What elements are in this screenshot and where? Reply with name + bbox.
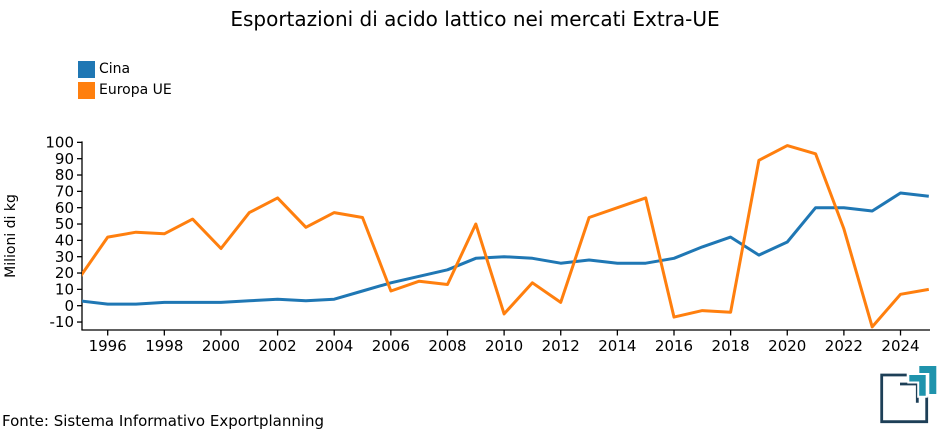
logo-teal-corner-small (907, 373, 928, 398)
legend-label-cina: Cina (99, 61, 131, 77)
logo-inner-corner-outline (900, 382, 919, 403)
x-tick-label: 1996 (89, 337, 127, 355)
y-tick-label: 70 (55, 183, 74, 201)
x-tick-label: 2014 (598, 337, 636, 355)
y-tick-label: 60 (55, 199, 74, 217)
y-tick-label: 30 (55, 248, 74, 266)
series-line-cina (82, 191, 929, 306)
x-tick-label: 2020 (768, 337, 806, 355)
x-tick-label: 2016 (655, 337, 693, 355)
legend: Cina Europa UE (78, 59, 172, 101)
legend-swatch-europa-ue (78, 82, 95, 99)
y-tick-label: 90 (55, 150, 74, 168)
x-tick-label: 2004 (315, 337, 353, 355)
x-tick-label: 2002 (258, 337, 296, 355)
y-tick-label: 50 (55, 215, 74, 233)
x-tick-label: 2024 (881, 337, 919, 355)
x-tick-label: 2008 (428, 337, 466, 355)
footer-source-line: Fonte: Sistema Informativo Exportplannin… (2, 412, 325, 430)
x-tick-label: 2006 (372, 337, 410, 355)
logo-outer-square-outline (880, 373, 929, 424)
legend-swatch-cina (78, 61, 95, 78)
y-tick-label: 100 (45, 134, 74, 152)
exportplanning-logo (880, 364, 939, 424)
legend-item-europa-ue: Europa UE (78, 80, 172, 101)
y-tick-label: -10 (50, 313, 75, 331)
y-tick-label: 80 (55, 166, 74, 184)
x-tick-label: 2000 (202, 337, 240, 355)
series-line-europa-ue (82, 144, 930, 329)
legend-label-europa-ue: Europa UE (99, 82, 172, 98)
x-tick-label: 2018 (712, 337, 750, 355)
y-tick-label: 20 (55, 264, 74, 282)
chart-footer: Fonte: Sistema Informativo Exportplannin… (2, 370, 506, 435)
x-tick-label: 2022 (825, 337, 863, 355)
x-tick-label: 2012 (542, 337, 580, 355)
y-tick-label: 40 (55, 232, 74, 250)
x-tick-label: 1998 (145, 337, 183, 355)
x-tick-label: 2010 (485, 337, 523, 355)
y-axis-label: Milioni di kg (3, 194, 19, 278)
chart-title: Esportazioni di acido lattico nei mercat… (230, 7, 720, 31)
legend-item-cina: Cina (78, 59, 172, 80)
y-tick-label: 10 (55, 281, 74, 299)
y-tick-label: 0 (64, 297, 74, 315)
